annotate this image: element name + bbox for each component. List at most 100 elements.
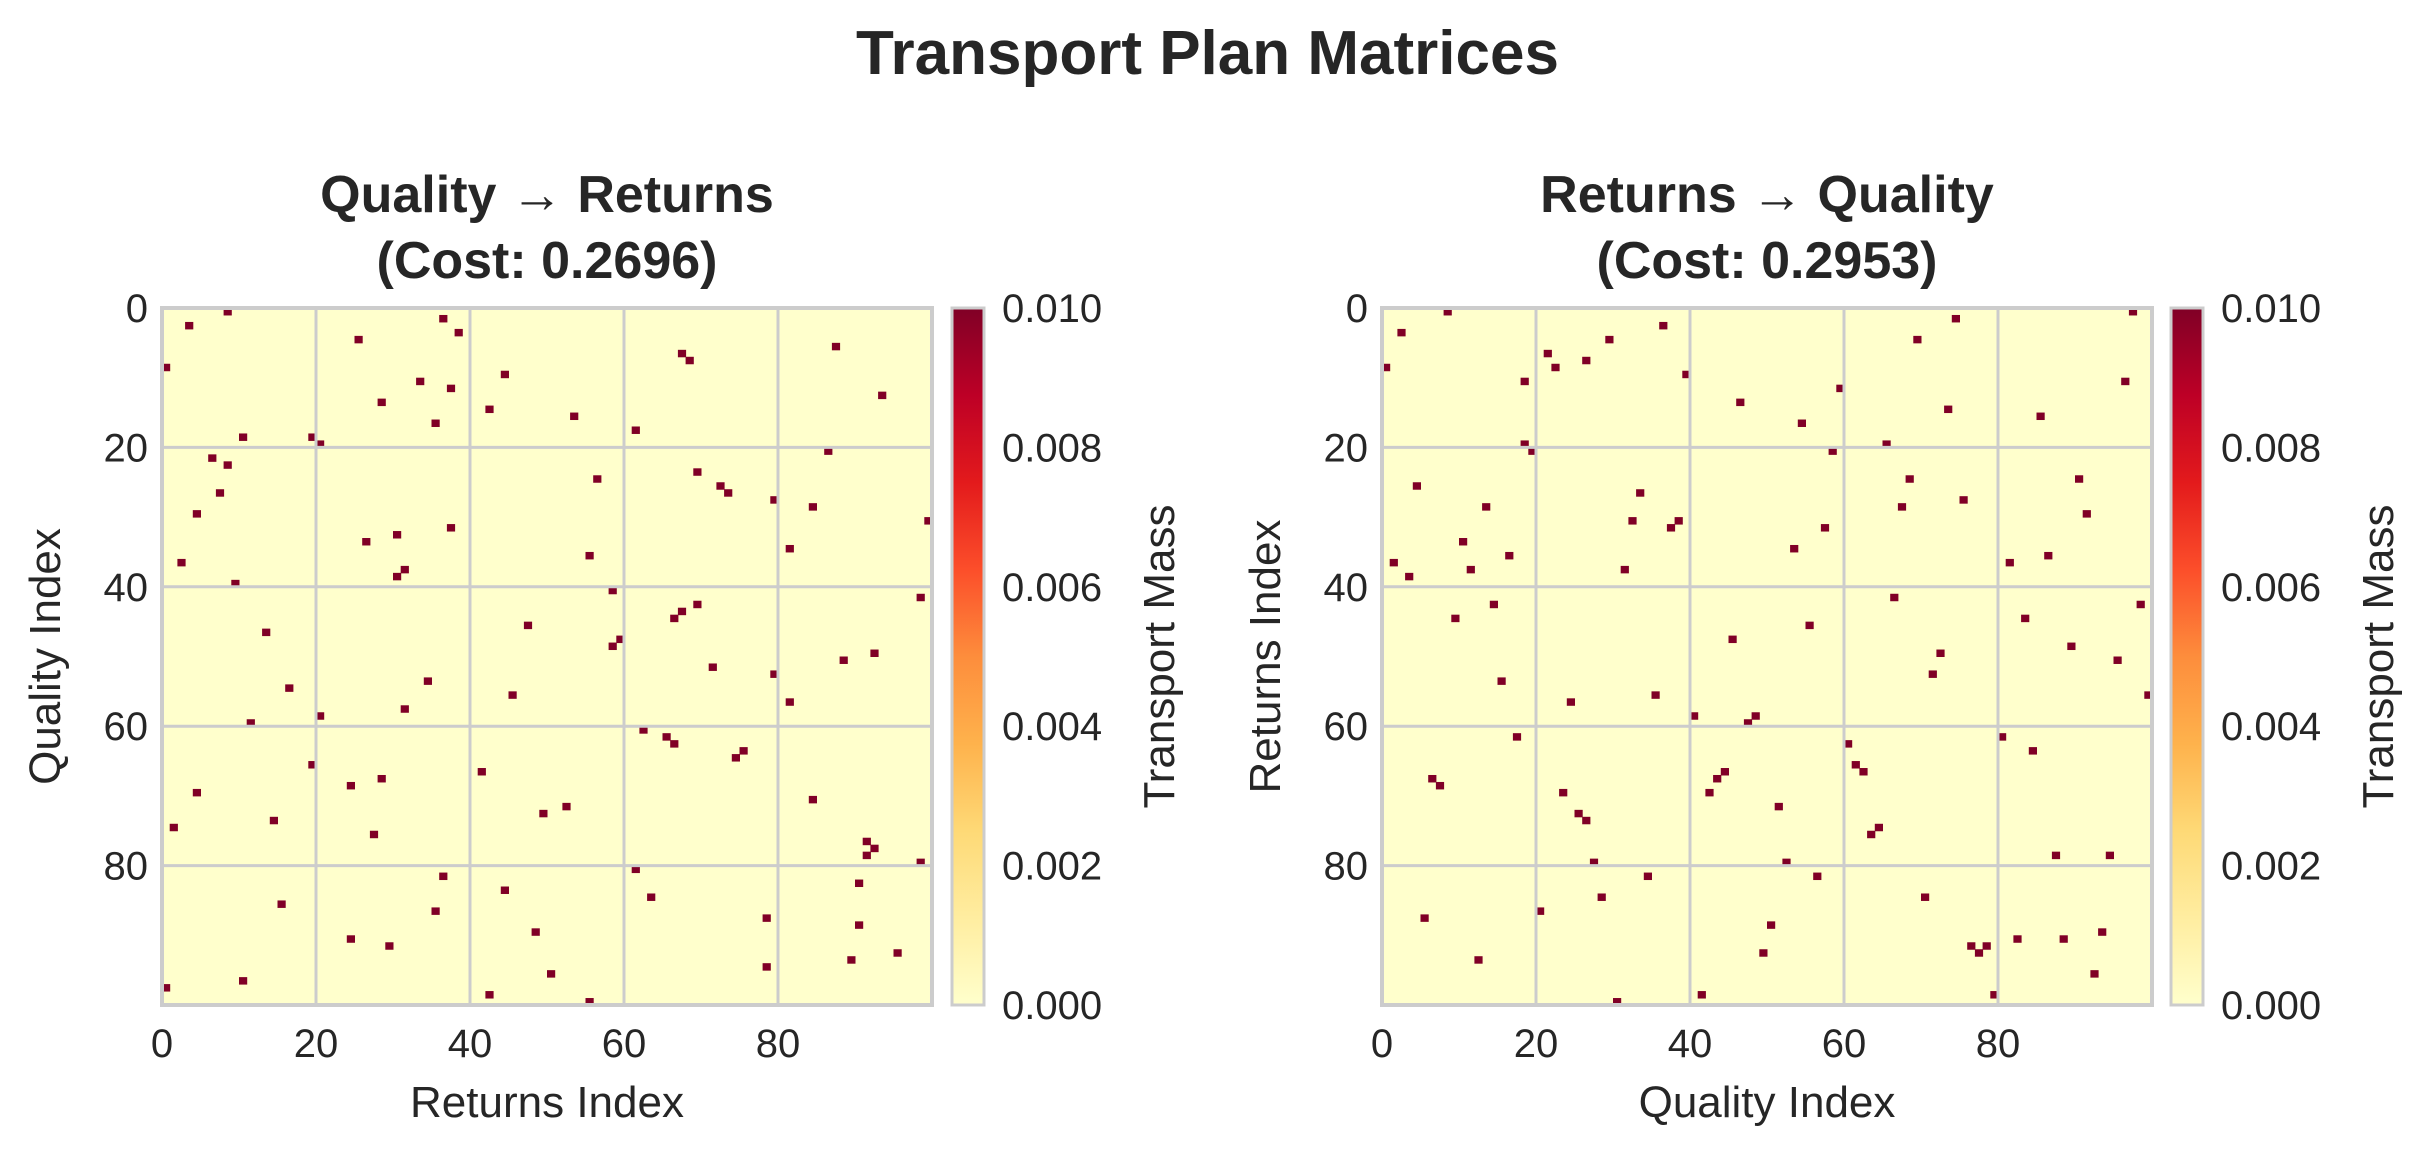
heatmap-cell xyxy=(1543,349,1552,358)
subplot-title-line2: (Cost: 0.2953) xyxy=(1597,232,1938,290)
colorbar-tick-label: 0.008 xyxy=(2221,426,2321,470)
heatmap-cell xyxy=(308,433,317,441)
heatmap-cell xyxy=(316,440,325,448)
heatmap-cell xyxy=(1782,858,1791,867)
heatmap-cell xyxy=(485,405,494,414)
heatmap-cell xyxy=(1382,363,1391,372)
heatmap-cell xyxy=(1836,384,1845,393)
heatmap-cell xyxy=(162,363,171,372)
colorbar-tick-label: 0.008 xyxy=(1002,426,1102,470)
heatmap-cell xyxy=(2075,475,2084,483)
heatmap-cell xyxy=(1890,593,1899,602)
heatmap-cell xyxy=(1713,774,1722,783)
heatmap-cell xyxy=(1805,621,1814,630)
heatmap-cell xyxy=(1921,893,1930,901)
heatmap-cell xyxy=(1405,572,1414,581)
heatmap-cell xyxy=(1397,328,1406,337)
heatmap-cell xyxy=(647,893,656,901)
heatmap-cell xyxy=(346,781,355,790)
heatmap-cell xyxy=(708,663,717,671)
heatmap-cell xyxy=(531,928,540,936)
heatmap-cell xyxy=(716,482,725,490)
heatmap-cell xyxy=(1651,691,1660,699)
subplot-title-line1: Quality → Returns xyxy=(320,166,774,224)
heatmap-cell xyxy=(1767,921,1776,929)
heatmap-cell xyxy=(454,328,463,337)
heatmap-cell xyxy=(431,419,440,427)
heatmap-cell xyxy=(485,991,494,999)
heatmap-cell xyxy=(1659,321,1668,330)
heatmap-cell xyxy=(208,454,217,462)
heatmap-cell xyxy=(316,712,325,720)
heatmap-cell xyxy=(677,607,687,616)
heatmap-cell xyxy=(1497,677,1506,685)
heatmap-cell xyxy=(277,900,286,908)
heatmap-cell xyxy=(2036,412,2045,421)
heatmap-cell xyxy=(1520,377,1529,386)
heatmap-cell xyxy=(162,984,171,992)
heatmap-cell xyxy=(762,963,771,971)
y-axis-label: Returns Index xyxy=(1241,520,1290,794)
heatmap-cell xyxy=(608,642,617,651)
heatmap-cell xyxy=(500,886,509,894)
y-tick-label: 0 xyxy=(126,287,148,331)
y-tick-label: 80 xyxy=(1324,845,1369,889)
x-tick-label: 0 xyxy=(1371,1022,1393,1066)
heatmap-cell xyxy=(431,907,440,915)
heatmap-cell xyxy=(2044,551,2053,560)
heatmap-cell xyxy=(177,558,186,567)
heatmap-cell xyxy=(562,802,571,811)
y-tick-label: 80 xyxy=(104,845,149,889)
x-tick-label: 0 xyxy=(151,1022,173,1066)
heatmap-cell xyxy=(2005,558,2014,567)
heatmap-cell xyxy=(1944,405,1953,414)
heatmap-cell xyxy=(1797,419,1806,427)
heatmap-cell xyxy=(539,809,548,818)
heatmap-cell xyxy=(246,719,255,727)
heatmap-cell xyxy=(393,531,402,539)
heatmap-cell xyxy=(1867,830,1876,839)
heatmap-cell xyxy=(1566,698,1575,706)
heatmap-cell xyxy=(423,677,432,685)
colorbar-label: Transport Mass xyxy=(2354,504,2403,808)
heatmap-cell xyxy=(2082,510,2091,518)
heatmap-cell xyxy=(231,579,240,588)
heatmap-cell xyxy=(1459,538,1468,546)
heatmap-cell xyxy=(1813,872,1822,881)
heatmap-cell xyxy=(1551,363,1560,372)
y-tick-label: 60 xyxy=(1324,705,1369,749)
x-tick-label: 80 xyxy=(756,1022,801,1066)
heatmap-cell xyxy=(377,774,386,783)
heatmap-cell xyxy=(369,830,379,839)
y-tick-label: 0 xyxy=(1346,287,1368,331)
heatmap-cell xyxy=(916,858,925,867)
heatmap-cell xyxy=(1574,809,1583,818)
heatmap-cell xyxy=(1936,649,1945,657)
heatmap-background xyxy=(1382,308,2152,1005)
x-tick-label: 20 xyxy=(1514,1022,1559,1066)
x-tick-label: 20 xyxy=(294,1022,339,1066)
heatmap-cell xyxy=(570,412,579,421)
heatmap-cell xyxy=(2028,747,2037,755)
heatmap-cell xyxy=(2121,377,2130,386)
heatmap-cell xyxy=(1489,600,1498,609)
subplot-title-line2: (Cost: 0.2696) xyxy=(377,232,718,290)
heatmap-cell xyxy=(508,691,517,699)
heatmap-cell xyxy=(862,837,871,846)
heatmap-cell xyxy=(693,600,702,609)
heatmap-cell xyxy=(1998,733,2007,741)
colorbar-tick-label: 0.004 xyxy=(2221,705,2321,749)
heatmap-cell xyxy=(870,844,879,853)
heatmap-cell xyxy=(416,377,425,386)
heatmap-cell xyxy=(1790,544,1799,553)
heatmap-cell xyxy=(1982,942,1991,950)
heatmap-cell xyxy=(693,468,702,476)
heatmap-cell xyxy=(185,321,194,330)
heatmap-cell xyxy=(1520,440,1529,448)
heatmap-cell xyxy=(477,768,486,776)
y-tick-label: 20 xyxy=(104,426,149,470)
heatmap-cell xyxy=(362,538,371,546)
heatmap-cell xyxy=(1905,475,1914,483)
heatmap-cell xyxy=(670,740,679,748)
heatmap-cell xyxy=(847,956,856,964)
